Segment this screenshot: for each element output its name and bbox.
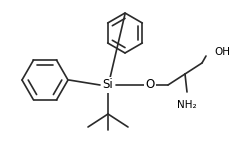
Text: O: O (145, 79, 155, 91)
Text: Si: Si (103, 79, 113, 91)
Text: OH: OH (214, 47, 230, 57)
Text: NH₂: NH₂ (177, 100, 197, 110)
